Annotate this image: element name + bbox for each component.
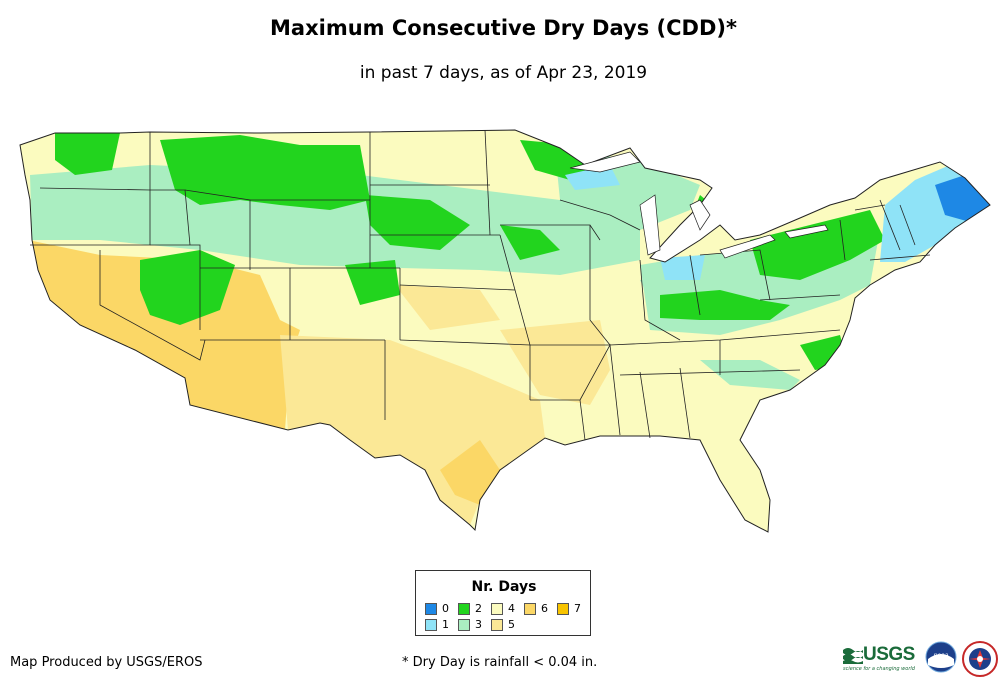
legend-label: 1 (442, 618, 449, 631)
legend-swatch-4 (491, 602, 503, 615)
legend-label: 0 (442, 602, 449, 615)
usgs-wave-icon (843, 648, 863, 664)
noaa-logo-icon: noaa (925, 641, 957, 673)
legend-item-4: 4 (491, 602, 515, 615)
map-title: Maximum Consecutive Dry Days (CDD)* (270, 16, 737, 40)
legend-swatch-1 (425, 618, 437, 631)
legend-item-2: 2 (458, 602, 482, 615)
us-outline (19, 129, 991, 533)
state-boundaries (30, 129, 931, 441)
legend-swatch-0 (425, 602, 437, 615)
legend-item-6: 6 (524, 602, 548, 615)
legend-item-3: 3 (458, 618, 482, 631)
legend-label: 7 (574, 602, 581, 615)
legend-label: 3 (475, 618, 482, 631)
dry-day-note: * Dry Day is rainfall < 0.04 in. (402, 655, 598, 670)
legend-item-7: 7 (557, 602, 581, 615)
legend-label: 4 (508, 602, 515, 615)
usgs-tagline: science for a changing world (843, 666, 915, 672)
great-lakes (569, 151, 829, 259)
legend-swatch-7 (557, 602, 569, 615)
legend-swatch-3 (458, 618, 470, 631)
cdd-color-field (20, 130, 990, 532)
legend-label: 5 (508, 618, 515, 631)
legend-swatch-2 (458, 602, 470, 615)
noaa-text: noaa (934, 652, 949, 659)
legend-item-0: 0 (425, 602, 449, 615)
legend: Nr. Days 0 1 2 3 4 5 6 7 (415, 570, 591, 636)
nws-logo-icon (962, 641, 998, 677)
usgs-wordmark: USGS (863, 644, 915, 665)
legend-swatch-5 (491, 618, 503, 631)
legend-label: 2 (475, 602, 482, 615)
legend-title: Nr. Days (471, 579, 537, 595)
legend-item-1: 1 (425, 618, 449, 631)
credit-text: Map Produced by USGS/EROS (10, 655, 203, 670)
legend-label: 6 (541, 602, 548, 615)
legend-swatch-6 (524, 602, 536, 615)
map-subtitle: in past 7 days, as of Apr 23, 2019 (359, 63, 648, 83)
usgs-logo: USGS science for a changing world (843, 644, 915, 672)
legend-item-5: 5 (491, 618, 515, 631)
